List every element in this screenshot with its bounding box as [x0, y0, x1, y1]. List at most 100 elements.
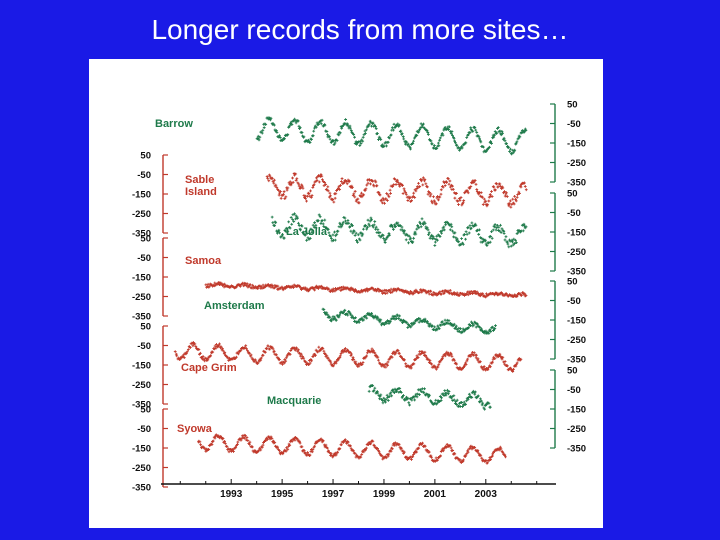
data-point: [425, 320, 429, 323]
data-point: [450, 130, 454, 133]
data-point: [436, 195, 439, 198]
data-point: [325, 354, 329, 358]
data-point: [209, 354, 213, 358]
data-point: [413, 230, 417, 234]
data-point: [438, 136, 442, 140]
data-point: [353, 189, 357, 193]
data-point: [217, 343, 221, 347]
data-point: [392, 350, 396, 354]
data-point: [231, 448, 235, 452]
data-point: [405, 140, 409, 144]
data-point: [310, 230, 314, 234]
left-axis-label-3-3: -250: [132, 463, 151, 474]
data-point: [436, 365, 440, 369]
data-point: [406, 396, 410, 400]
data-point: [484, 242, 488, 246]
data-point: [450, 225, 454, 229]
right-axis-label-1-0: 50: [567, 189, 578, 200]
data-point: [398, 387, 402, 390]
data-point: [317, 213, 321, 217]
data-point: [374, 125, 377, 128]
data-point: [490, 230, 493, 234]
data-point: [465, 399, 469, 403]
data-point: [372, 389, 376, 392]
data-point: [490, 190, 493, 193]
data-point: [499, 223, 502, 227]
data-point: [450, 396, 453, 400]
data-point: [329, 451, 333, 455]
data-point: [356, 240, 359, 244]
data-point: [406, 142, 410, 146]
data-point: [322, 308, 326, 311]
data-point: [465, 359, 469, 363]
data-point: [267, 179, 271, 183]
data-point: [454, 293, 458, 296]
data-point: [287, 220, 291, 224]
data-point: [452, 322, 456, 326]
data-point: [338, 447, 342, 450]
data-point: [515, 232, 519, 236]
left-axis-label-2-0: 50: [140, 322, 151, 333]
data-point: [334, 361, 338, 365]
data-point: [502, 232, 506, 235]
data-point: [251, 283, 255, 287]
data-point: [396, 221, 400, 225]
data-point: [494, 353, 498, 357]
data-point: [418, 185, 422, 188]
data-point: [439, 230, 443, 233]
data-point: [362, 318, 366, 322]
data-point: [386, 363, 389, 367]
data-point: [374, 180, 378, 184]
data-point: [283, 197, 287, 201]
data-point: [328, 191, 332, 195]
data-point: [352, 192, 356, 196]
data-point: [248, 283, 252, 286]
data-point: [436, 238, 439, 242]
data-point: [245, 436, 249, 439]
data-point: [348, 311, 352, 315]
data-point: [294, 217, 298, 221]
data-point: [371, 349, 375, 352]
data-point: [284, 226, 288, 230]
data-point: [360, 195, 364, 199]
data-point: [512, 202, 516, 206]
data-point: [404, 142, 407, 146]
data-point: [457, 146, 461, 149]
data-point: [388, 188, 392, 192]
data-point: [402, 231, 406, 235]
data-point: [420, 125, 424, 129]
data-point: [383, 201, 386, 205]
data-point: [484, 239, 487, 243]
data-point: [467, 133, 470, 137]
data-point: [304, 451, 307, 455]
data-point: [503, 190, 506, 193]
data-point: [430, 400, 434, 404]
data-point: [461, 201, 465, 205]
data-point: [227, 450, 231, 454]
data-point: [339, 352, 343, 355]
data-point: [420, 217, 424, 221]
data-point: [524, 225, 528, 229]
left-axis-label-1-0: 50: [140, 234, 151, 245]
right-axis-label-3-2: -150: [567, 405, 586, 416]
data-point: [182, 353, 186, 357]
data-point: [361, 361, 365, 364]
data-point: [421, 183, 425, 187]
data-point: [360, 363, 364, 366]
data-point: [340, 349, 344, 352]
data-point: [270, 345, 274, 349]
data-point: [355, 363, 359, 367]
data-point: [264, 123, 268, 126]
data-point: [475, 190, 479, 193]
data-point: [413, 398, 417, 402]
data-point: [454, 324, 458, 328]
data-point: [289, 349, 293, 352]
data-point: [494, 228, 498, 232]
data-point: [403, 398, 407, 402]
data-point: [388, 136, 391, 140]
data-point: [244, 438, 248, 442]
data-point: [493, 223, 497, 226]
data-point: [464, 402, 468, 406]
data-point: [411, 194, 415, 198]
data-point: [278, 449, 281, 453]
